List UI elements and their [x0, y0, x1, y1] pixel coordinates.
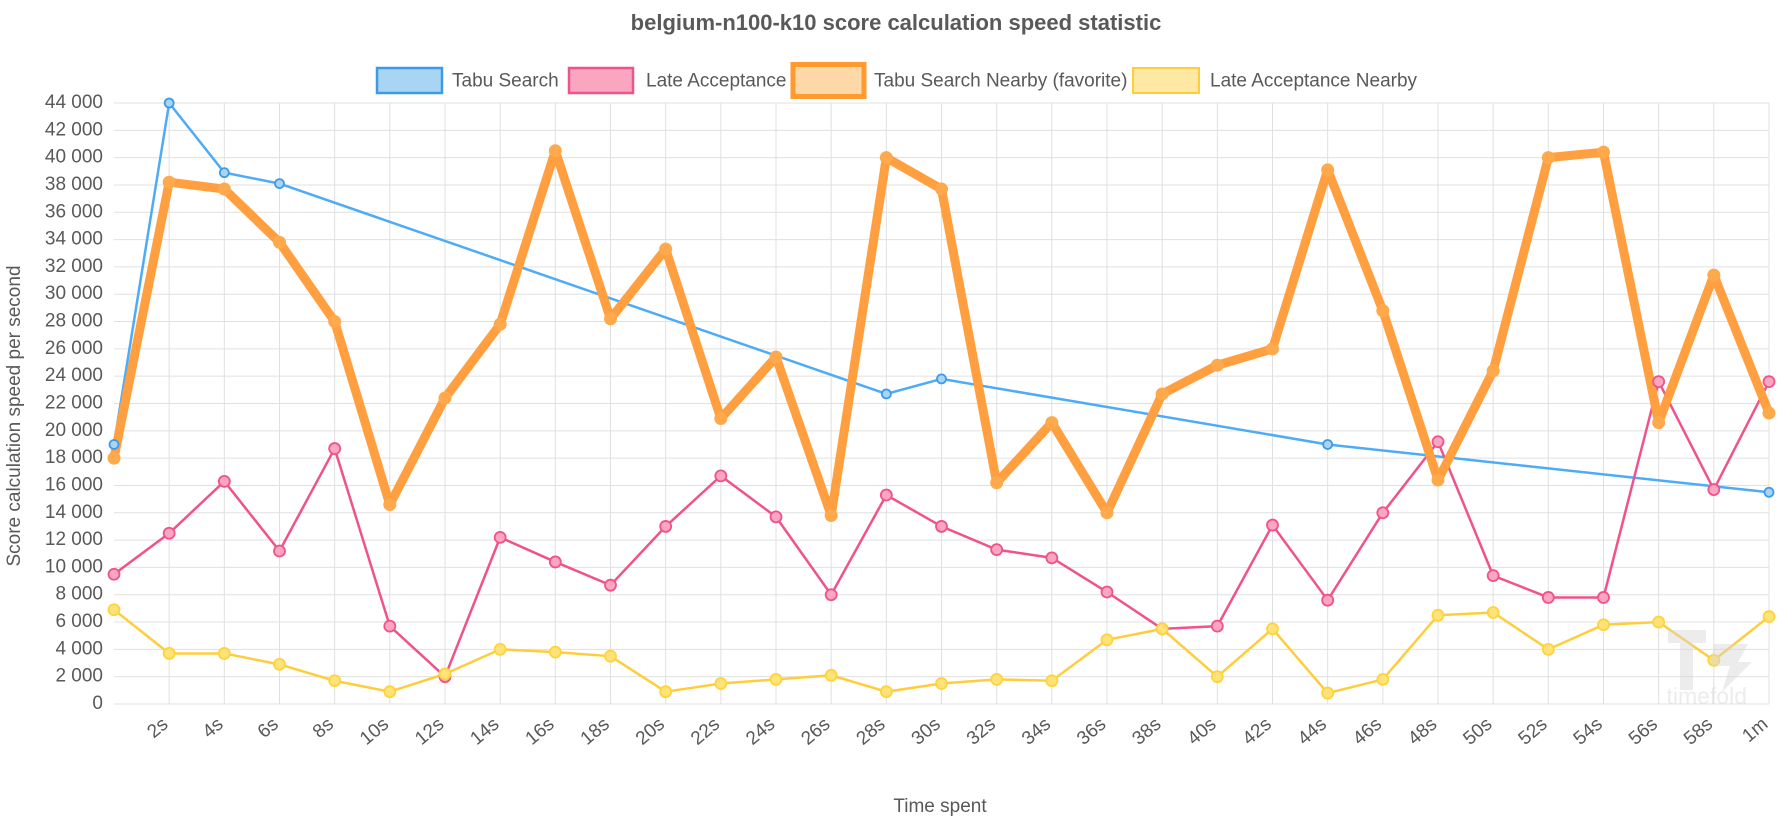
svg-text:32s: 32s	[963, 714, 1000, 750]
svg-text:36s: 36s	[1073, 714, 1110, 750]
svg-text:34 000: 34 000	[45, 229, 103, 250]
svg-text:28s: 28s	[853, 714, 890, 750]
svg-text:56s: 56s	[1625, 714, 1662, 750]
svg-text:10s: 10s	[356, 714, 393, 750]
svg-text:8s: 8s	[309, 714, 338, 743]
svg-text:Late Acceptance Nearby: Late Acceptance Nearby	[1210, 71, 1418, 92]
svg-text:Tabu Search: Tabu Search	[452, 71, 559, 92]
svg-text:30s: 30s	[908, 714, 945, 750]
svg-text:44 000: 44 000	[45, 92, 103, 113]
svg-text:32 000: 32 000	[45, 256, 103, 277]
svg-text:Score calculation speed per se: Score calculation speed per second	[4, 265, 25, 566]
svg-text:8 000: 8 000	[55, 584, 103, 605]
svg-text:26s: 26s	[797, 714, 834, 750]
svg-text:36 000: 36 000	[45, 201, 103, 222]
svg-text:14s: 14s	[466, 714, 503, 750]
svg-text:38 000: 38 000	[45, 174, 103, 195]
svg-text:6s: 6s	[254, 714, 283, 743]
svg-text:24 000: 24 000	[45, 365, 103, 386]
svg-text:38s: 38s	[1128, 714, 1165, 750]
svg-text:40 000: 40 000	[45, 147, 103, 168]
svg-text:30 000: 30 000	[45, 283, 103, 304]
svg-text:52s: 52s	[1515, 714, 1552, 750]
svg-text:50s: 50s	[1459, 714, 1496, 750]
svg-text:6 000: 6 000	[55, 611, 103, 632]
svg-text:14 000: 14 000	[45, 502, 103, 523]
svg-text:2s: 2s	[144, 714, 173, 743]
svg-text:4 000: 4 000	[55, 638, 103, 659]
svg-text:Time spent: Time spent	[893, 796, 987, 817]
svg-text:58s: 58s	[1680, 714, 1717, 750]
svg-text:40s: 40s	[1184, 714, 1221, 750]
svg-text:Tabu Search Nearby (favorite): Tabu Search Nearby (favorite)	[874, 71, 1127, 92]
svg-text:54s: 54s	[1570, 714, 1607, 750]
svg-text:0: 0	[92, 693, 103, 714]
svg-text:26 000: 26 000	[45, 338, 103, 359]
svg-text:timefold: timefold	[1666, 683, 1747, 709]
svg-text:42s: 42s	[1239, 714, 1276, 750]
svg-text:16s: 16s	[522, 714, 559, 750]
svg-text:34s: 34s	[1018, 714, 1055, 750]
svg-text:18s: 18s	[577, 714, 614, 750]
svg-text:18 000: 18 000	[45, 447, 103, 468]
svg-text:22 000: 22 000	[45, 393, 103, 414]
svg-text:belgium-n100-k10 score calcula: belgium-n100-k10 score calculation speed…	[631, 10, 1162, 35]
svg-text:44s: 44s	[1294, 714, 1331, 750]
svg-text:42 000: 42 000	[45, 119, 103, 140]
svg-text:10 000: 10 000	[45, 556, 103, 577]
svg-text:12s: 12s	[411, 714, 448, 750]
svg-text:4s: 4s	[199, 714, 228, 743]
svg-text:2 000: 2 000	[55, 666, 103, 687]
svg-text:20 000: 20 000	[45, 420, 103, 441]
svg-text:1m: 1m	[1738, 714, 1772, 747]
svg-text:24s: 24s	[742, 714, 779, 750]
svg-text:48s: 48s	[1404, 714, 1441, 750]
svg-text:22s: 22s	[687, 714, 724, 750]
svg-text:Late Acceptance: Late Acceptance	[646, 71, 787, 92]
svg-text:20s: 20s	[632, 714, 669, 750]
svg-text:46s: 46s	[1349, 714, 1386, 750]
svg-text:28 000: 28 000	[45, 311, 103, 332]
svg-text:12 000: 12 000	[45, 529, 103, 550]
svg-text:16 000: 16 000	[45, 474, 103, 495]
